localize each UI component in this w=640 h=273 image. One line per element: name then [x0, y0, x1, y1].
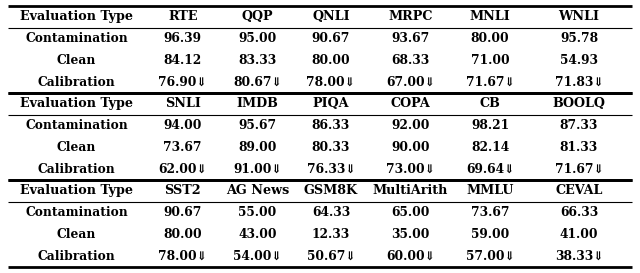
Text: 82.14: 82.14 — [471, 141, 509, 154]
Text: Contamination: Contamination — [25, 32, 128, 45]
Text: Evaluation Type: Evaluation Type — [20, 97, 133, 110]
Text: SNLI: SNLI — [164, 97, 201, 110]
Text: 94.00: 94.00 — [164, 119, 202, 132]
Text: 73.00⇓: 73.00⇓ — [386, 163, 435, 176]
Text: 41.00: 41.00 — [560, 228, 598, 241]
Text: 69.64⇓: 69.64⇓ — [466, 163, 514, 176]
Text: QNLI: QNLI — [312, 10, 349, 23]
Text: 90.67: 90.67 — [312, 32, 350, 45]
Text: 90.67: 90.67 — [164, 206, 202, 219]
Text: MRPC: MRPC — [388, 10, 433, 23]
Text: 12.33: 12.33 — [312, 228, 350, 241]
Text: COPA: COPA — [390, 97, 430, 110]
Text: Calibration: Calibration — [38, 163, 115, 176]
Text: Evaluation Type: Evaluation Type — [20, 184, 133, 197]
Text: Contamination: Contamination — [25, 206, 128, 219]
Text: 80.00: 80.00 — [163, 228, 202, 241]
Text: Evaluation Type: Evaluation Type — [20, 10, 133, 23]
Text: Calibration: Calibration — [38, 250, 115, 263]
Text: 73.67: 73.67 — [471, 206, 509, 219]
Text: Contamination: Contamination — [25, 119, 128, 132]
Text: 76.90⇓: 76.90⇓ — [159, 76, 207, 89]
Text: CB: CB — [479, 97, 500, 110]
Text: 68.33: 68.33 — [391, 54, 429, 67]
Text: 50.67⇓: 50.67⇓ — [307, 250, 355, 263]
Text: 92.00: 92.00 — [391, 119, 429, 132]
Text: 38.33⇓: 38.33⇓ — [555, 250, 604, 263]
Text: Calibration: Calibration — [38, 76, 115, 89]
Text: QQP: QQP — [242, 10, 273, 23]
Text: CEVAL: CEVAL — [556, 184, 603, 197]
Text: Clean: Clean — [57, 54, 97, 67]
Text: GSM8K: GSM8K — [304, 184, 358, 197]
Text: 66.33: 66.33 — [560, 206, 598, 219]
Text: 73.67: 73.67 — [163, 141, 202, 154]
Text: 78.00⇓: 78.00⇓ — [158, 250, 207, 263]
Text: 98.21: 98.21 — [471, 119, 509, 132]
Text: 86.33: 86.33 — [312, 119, 350, 132]
Text: 80.33: 80.33 — [312, 141, 350, 154]
Text: 64.33: 64.33 — [312, 206, 350, 219]
Text: 89.00: 89.00 — [239, 141, 276, 154]
Text: 96.39: 96.39 — [164, 32, 202, 45]
Text: 83.33: 83.33 — [239, 54, 276, 67]
Text: 78.00⇓: 78.00⇓ — [307, 76, 355, 89]
Text: 76.33⇓: 76.33⇓ — [307, 163, 355, 176]
Text: 54.00⇓: 54.00⇓ — [234, 250, 282, 263]
Text: SST2: SST2 — [164, 184, 201, 197]
Text: 57.00⇓: 57.00⇓ — [466, 250, 515, 263]
Text: 87.33: 87.33 — [560, 119, 598, 132]
Text: 80.67⇓: 80.67⇓ — [233, 76, 282, 89]
Text: 71.67⇓: 71.67⇓ — [466, 76, 515, 89]
Text: 90.00: 90.00 — [391, 141, 429, 154]
Text: 71.67⇓: 71.67⇓ — [555, 163, 604, 176]
Text: 65.00: 65.00 — [391, 206, 429, 219]
Text: IMDB: IMDB — [237, 97, 278, 110]
Text: AG News: AG News — [226, 184, 289, 197]
Text: Clean: Clean — [57, 228, 97, 241]
Text: 62.00⇓: 62.00⇓ — [158, 163, 207, 176]
Text: 95.67: 95.67 — [239, 119, 276, 132]
Text: PIQA: PIQA — [313, 97, 349, 110]
Text: 80.00: 80.00 — [312, 54, 350, 67]
Text: 93.67: 93.67 — [391, 32, 429, 45]
Text: 95.78: 95.78 — [560, 32, 598, 45]
Text: 55.00: 55.00 — [239, 206, 276, 219]
Text: 71.00: 71.00 — [471, 54, 509, 67]
Text: MMLU: MMLU — [467, 184, 514, 197]
Text: 80.00: 80.00 — [471, 32, 509, 45]
Text: 84.12: 84.12 — [164, 54, 202, 67]
Text: MultiArith: MultiArith — [372, 184, 448, 197]
Text: WNLI: WNLI — [559, 10, 600, 23]
Text: 91.00⇓: 91.00⇓ — [234, 163, 282, 176]
Text: RTE: RTE — [168, 10, 198, 23]
Text: 60.00⇓: 60.00⇓ — [386, 250, 435, 263]
Text: 35.00: 35.00 — [391, 228, 429, 241]
Text: Clean: Clean — [57, 141, 97, 154]
Text: 43.00: 43.00 — [238, 228, 277, 241]
Text: 59.00: 59.00 — [471, 228, 509, 241]
Text: 81.33: 81.33 — [560, 141, 598, 154]
Text: 71.83⇓: 71.83⇓ — [555, 76, 604, 89]
Text: BOOLQ: BOOLQ — [552, 97, 605, 110]
Text: 95.00: 95.00 — [239, 32, 276, 45]
Text: 54.93: 54.93 — [560, 54, 598, 67]
Text: 67.00⇓: 67.00⇓ — [386, 76, 435, 89]
Text: MNLI: MNLI — [470, 10, 511, 23]
